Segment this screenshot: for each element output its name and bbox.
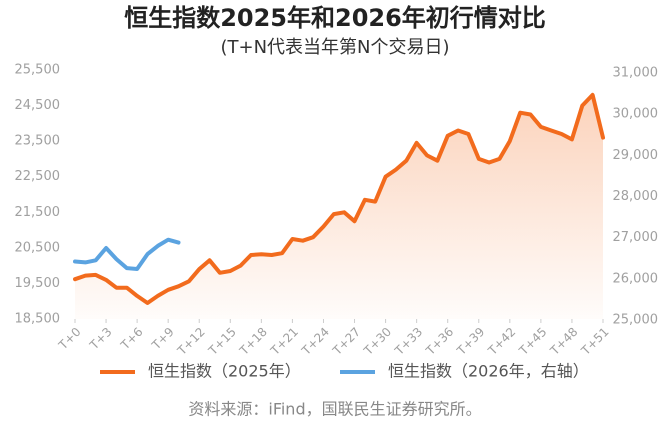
y-tick-label: 21,500 <box>15 205 61 220</box>
y2-tick-label: 29,000 <box>613 148 659 163</box>
chart-title: 恒生指数2025年和2026年初行情对比 <box>124 4 546 32</box>
x-tick-label: T+3 <box>86 325 114 353</box>
y2-tick-label: 26,000 <box>613 271 659 286</box>
line <box>73 92 605 305</box>
y2-tick-label: 28,000 <box>613 189 659 204</box>
y-tick-label: 25,500 <box>15 63 61 78</box>
x-tick-label: T+0 <box>55 325 83 353</box>
y2-tick-label: 25,000 <box>613 313 659 328</box>
y2-tick-label: 30,000 <box>613 107 659 122</box>
legend-label: 恒生指数（2025年） <box>148 362 301 381</box>
x-tick-label: T+24 <box>298 325 332 359</box>
y-tick-label: 20,500 <box>15 240 61 255</box>
x-tick-label: T+48 <box>547 325 581 359</box>
x-tick-label: T+42 <box>485 325 519 359</box>
legend-label: 恒生指数（2026年，右轴） <box>388 362 589 381</box>
y-tick-label: 19,500 <box>15 276 61 291</box>
source-note: 资料来源：iFind，国联民生证券研究所。 <box>188 400 481 419</box>
x-tick-label: T+9 <box>148 325 176 353</box>
x-tick-label: T+39 <box>454 325 488 359</box>
x-tick-label: T+6 <box>117 325 145 353</box>
x-tick-label: T+12 <box>174 325 208 359</box>
x-tick-label: T+51 <box>578 325 612 359</box>
x-tick-label: T+30 <box>360 325 394 359</box>
x-tick-label: T+18 <box>236 325 270 359</box>
line <box>73 237 181 271</box>
chart-subtitle: (T+N代表当年第N个交易日) <box>220 37 449 58</box>
x-tick-label: T+36 <box>423 325 457 359</box>
x-tick-label: T+33 <box>392 325 426 359</box>
y2-tick-label: 27,000 <box>613 230 659 245</box>
x-tick-label: T+21 <box>267 325 301 359</box>
x-tick-label: T+15 <box>205 325 239 359</box>
y2-tick-label: 31,000 <box>613 66 659 81</box>
y-tick-label: 22,500 <box>15 169 61 184</box>
y-tick-label: 24,500 <box>15 98 61 113</box>
x-tick-label: T+27 <box>329 325 363 359</box>
y-tick-label: 18,500 <box>15 312 61 327</box>
x-tick-label: T+45 <box>516 325 550 359</box>
area <box>75 94 603 320</box>
y-tick-label: 23,500 <box>15 134 61 149</box>
